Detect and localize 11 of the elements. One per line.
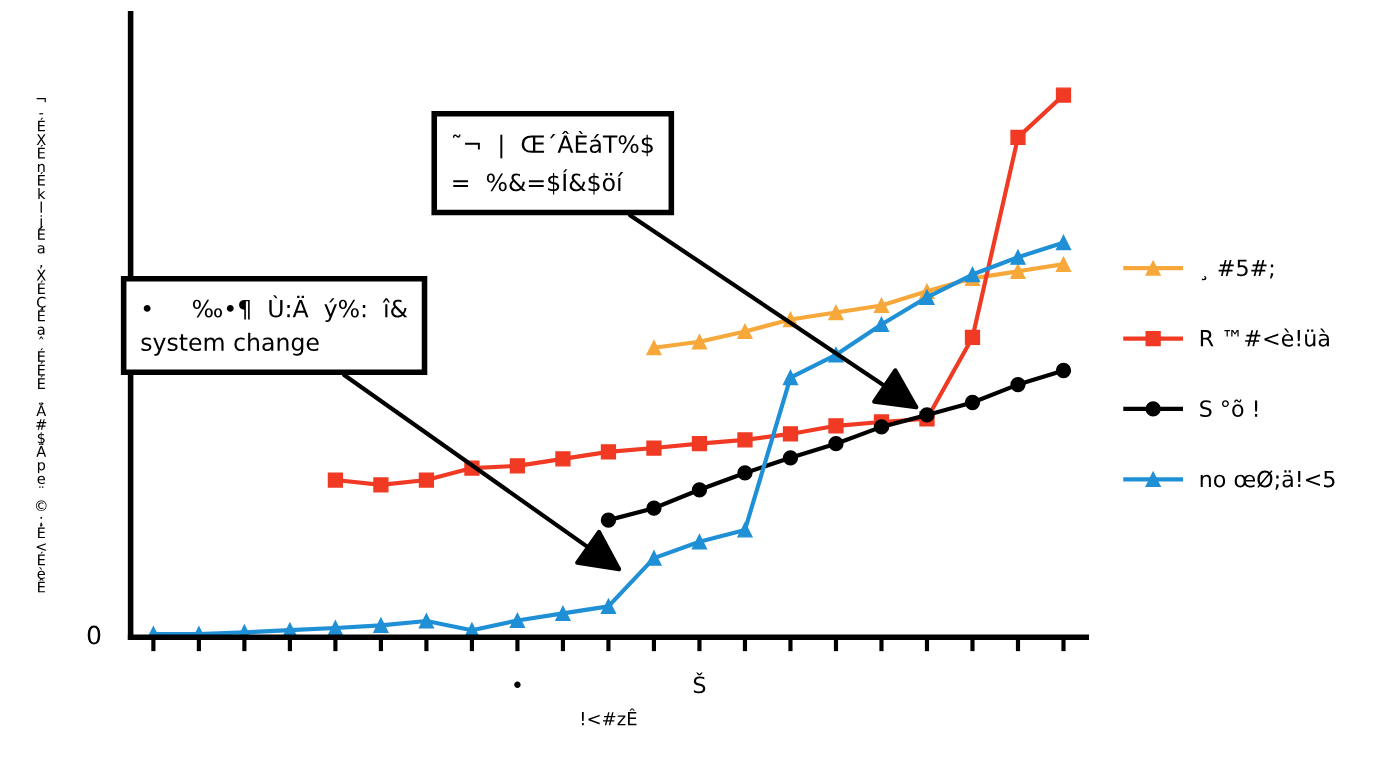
annotation: • ‰•¶ Ù:Ä ý%: î& system change	[141, 295, 408, 356]
legend-label: R ™#<è!üà	[1200, 328, 1329, 347]
text: 0	[87, 625, 101, 645]
x-axis-title: !<#zÊ	[581, 708, 637, 726]
x-tick-label: Š	[693, 672, 706, 694]
annotation: ˜¬ | Œ´ÂÈáT%$ = %&=$Í&$öí	[452, 130, 653, 195]
legend-label: S °õ !	[1200, 399, 1258, 418]
x-tick-label: •	[514, 681, 521, 688]
text: ¬-ÉXÉnÉklјÉa,XÉÇÉaˆÉÉÉ¸Ä#$Äpe¨©;É<ÉèÊ	[35, 98, 47, 593]
legend-label: no œØ;ä!<5	[1200, 470, 1335, 490]
legend-label: ¸ #5#;	[1201, 259, 1274, 281]
